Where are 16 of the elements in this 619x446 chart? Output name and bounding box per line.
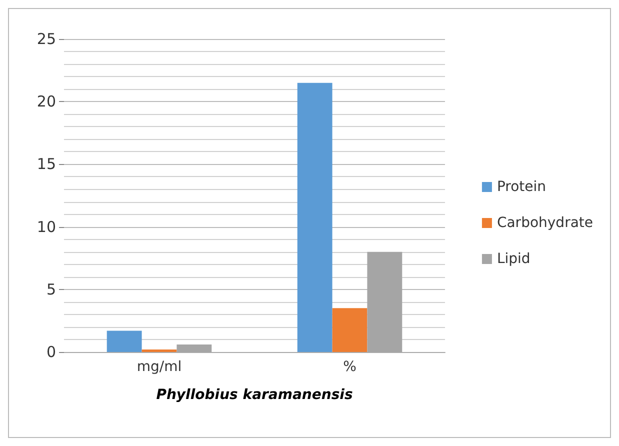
x-tick-label: mg/ml <box>136 359 182 375</box>
bar <box>106 330 142 352</box>
y-tick-label: 10 <box>36 218 56 236</box>
y-tick-label: 20 <box>36 92 56 111</box>
x-tick-label: % <box>343 359 356 375</box>
legend-label: Carbohydrate <box>496 215 593 231</box>
x-axis-title: Phyllobius karamanensis <box>156 387 353 403</box>
bar <box>142 349 177 352</box>
legend-label: Lipid <box>496 251 530 267</box>
y-tick-label: 5 <box>46 280 56 298</box>
bar <box>297 82 332 352</box>
legend-label: Protein <box>496 179 546 195</box>
y-tick-label: 0 <box>46 343 56 361</box>
y-tick-label: 25 <box>36 30 56 48</box>
y-tick-label: 15 <box>36 155 56 174</box>
bar <box>332 308 368 352</box>
